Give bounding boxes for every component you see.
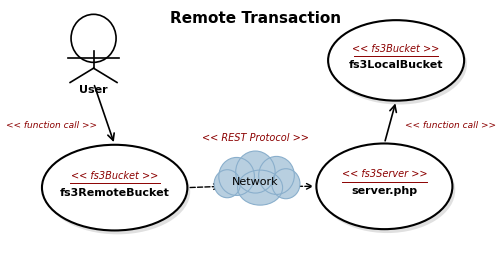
Ellipse shape [45,149,190,234]
Text: << function call >>: << function call >> [6,121,97,130]
Text: Remote Transaction: Remote Transaction [170,11,341,26]
Text: << function call >>: << function call >> [404,121,495,130]
Text: server.php: server.php [351,186,417,197]
Text: Network: Network [232,177,279,187]
Text: << fs3Bucket >>: << fs3Bucket >> [353,44,440,54]
Ellipse shape [214,170,240,198]
Ellipse shape [236,151,275,193]
Text: << fs3Server >>: << fs3Server >> [342,169,427,179]
Ellipse shape [328,20,464,101]
Ellipse shape [316,144,452,229]
Ellipse shape [331,24,467,105]
Text: << fs3Bucket >>: << fs3Bucket >> [71,171,158,181]
Ellipse shape [42,145,188,230]
Ellipse shape [272,169,300,199]
Ellipse shape [219,157,255,195]
Text: << REST Protocol >>: << REST Protocol >> [202,133,309,143]
Text: fs3LocalBucket: fs3LocalBucket [349,60,443,70]
Ellipse shape [259,156,294,194]
Text: fs3RemoteBucket: fs3RemoteBucket [60,188,170,198]
Ellipse shape [319,147,455,233]
Ellipse shape [237,170,283,205]
Text: User: User [79,85,108,95]
